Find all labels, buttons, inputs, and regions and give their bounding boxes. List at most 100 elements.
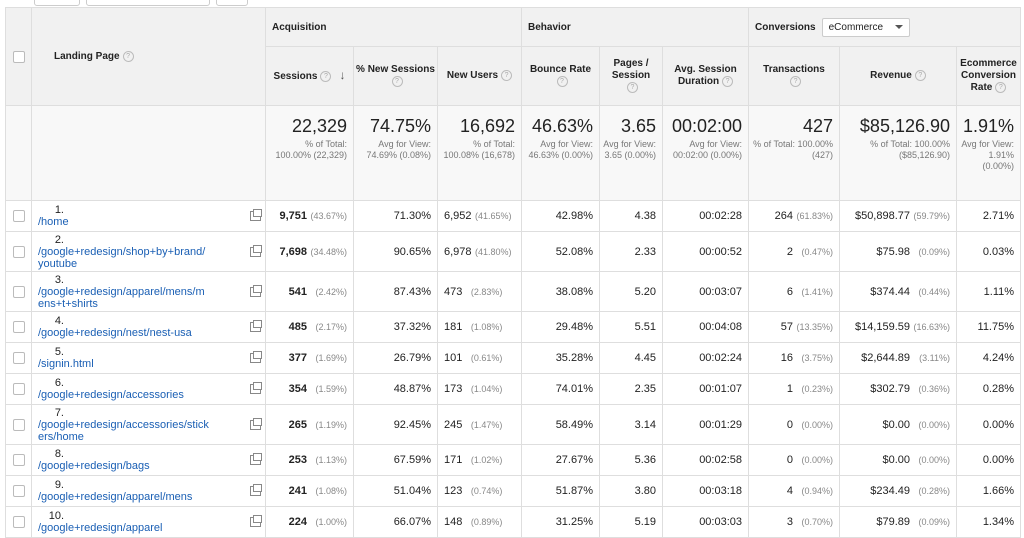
open-external-icon[interactable] <box>250 320 262 332</box>
duration-cell: 00:00:52 <box>661 231 750 272</box>
new-sessions-column-label: % New Sessions <box>356 63 435 75</box>
row-checkbox[interactable] <box>12 285 25 298</box>
bounce-rate-cell: 42.98% <box>521 200 600 232</box>
conversion-type-select[interactable]: eCommerce <box>821 17 911 37</box>
conversion-type-value: eCommerce <box>828 21 884 33</box>
row-checkbox-cell <box>5 342 32 374</box>
ecr-value: 1.66% <box>982 485 1015 497</box>
new-users-cell: 245 (1.47%) <box>437 404 522 445</box>
row-index: 4. <box>54 315 64 327</box>
help-icon[interactable]: ? <box>122 50 134 62</box>
open-external-icon[interactable] <box>250 244 262 257</box>
row-checkbox[interactable] <box>12 245 25 258</box>
duration-value: 00:02:58 <box>699 454 743 466</box>
revenue-value: $302.79 <box>870 383 911 395</box>
help-icon[interactable]: ? <box>501 69 513 81</box>
help-icon[interactable]: ? <box>391 75 403 87</box>
open-external-icon[interactable] <box>250 453 262 465</box>
open-external-icon[interactable] <box>250 515 262 527</box>
toolbar-control[interactable] <box>34 0 80 6</box>
revenue-column-label: Revenue <box>870 70 912 82</box>
new-users-column-header[interactable]: New Users? <box>437 46 522 106</box>
landing-page-link[interactable]: /google+redesign/apparel/mens <box>38 491 193 504</box>
landing-page-link[interactable]: /home <box>38 216 69 229</box>
totals-new-users: 16,692 % of Total: 100.08% (16,678) <box>437 105 522 201</box>
ecr-cell: 11.75% <box>956 311 1022 343</box>
transactions-percent: (0.47%) <box>801 246 834 257</box>
row-checkbox-cell <box>5 404 32 445</box>
new-sessions-column-header[interactable]: % New Sessions? <box>353 46 438 106</box>
landing-page-cell: 6./google+redesign/accessories <box>31 373 266 405</box>
landing-page-cell: 9./google+redesign/apparel/mens <box>31 475 266 507</box>
table-row: 7./google+redesign/accessories/stickers/… <box>5 404 1022 445</box>
revenue-value: $79.89 <box>876 516 911 528</box>
new-users-cell: 171 (1.02%) <box>437 444 522 476</box>
bounce-rate-value: 27.67% <box>555 454 593 466</box>
sessions-column-header[interactable]: Sessions? ↓ <box>265 46 354 106</box>
new-users-value: 245 <box>444 418 463 431</box>
bounce-rate-column-header[interactable]: Bounce Rate? <box>521 46 600 106</box>
pages-per-session-value: 2.33 <box>634 245 656 258</box>
help-icon[interactable]: ? <box>790 75 802 87</box>
open-external-icon[interactable] <box>250 382 262 394</box>
help-icon[interactable]: ? <box>722 75 734 87</box>
transactions-value: 16 <box>780 352 794 364</box>
toolbar-control[interactable] <box>216 0 248 6</box>
row-checkbox[interactable] <box>12 485 25 498</box>
revenue-value: $50,898.77 <box>854 210 911 222</box>
pages-per-session-column-header[interactable]: Pages / Session? <box>599 46 663 106</box>
avg-session-duration-column-header[interactable]: Avg. Session Duration? <box>661 46 750 106</box>
landing-page-link[interactable]: /google+redesign/apparel <box>38 522 163 535</box>
bounce-rate-cell: 51.87% <box>521 475 600 507</box>
totals-ecr-sub: Avg for View: 1.91% (0.00%) <box>961 139 1015 171</box>
row-checkbox[interactable] <box>12 352 25 365</box>
row-checkbox[interactable] <box>12 454 25 467</box>
help-icon[interactable]: ? <box>320 70 332 82</box>
transactions-cell: 264 (61.83%) <box>748 200 841 232</box>
row-checkbox-cell <box>5 506 32 538</box>
ecommerce-conversion-rate-column-header[interactable]: Ecommerce Conversion Rate? <box>956 46 1022 106</box>
landing-page-link[interactable]: /signin.html <box>38 358 94 371</box>
revenue-value: $75.98 <box>876 245 911 258</box>
landing-page-cell: 8./google+redesign/bags <box>31 444 266 476</box>
landing-page-link[interactable]: /google+redesign/apparel/mens/mens+t+shi… <box>38 285 205 310</box>
row-checkbox[interactable] <box>12 418 25 431</box>
landing-page-link[interactable]: /google+redesign/accessories <box>38 389 184 402</box>
ecr-value: 0.03% <box>982 245 1015 258</box>
open-external-icon[interactable] <box>250 484 262 496</box>
help-icon[interactable]: ? <box>556 75 568 87</box>
open-external-icon[interactable] <box>250 417 262 430</box>
ecr-value: 0.00% <box>982 418 1015 431</box>
bounce-rate-value: 74.01% <box>555 383 593 395</box>
toolbar-control[interactable] <box>86 0 210 6</box>
open-external-icon[interactable] <box>250 284 262 297</box>
landing-page-link[interactable]: /google+redesign/bags <box>38 460 150 473</box>
landing-page-link[interactable]: /google+redesign/shop+by+brand/youtube <box>38 245 206 270</box>
ecr-cell: 0.28% <box>956 373 1022 405</box>
sessions-percent: (43.67%) <box>310 211 347 221</box>
table-row: 10./google+redesign/apparel 224 (1.00%) 6… <box>5 506 1022 538</box>
transactions-cell: 2 (0.47%) <box>748 231 841 272</box>
row-checkbox-cell <box>5 444 32 476</box>
sort-descending-icon[interactable]: ↓ <box>339 68 346 82</box>
help-icon[interactable]: ? <box>914 69 926 81</box>
row-checkbox[interactable] <box>12 321 25 334</box>
landing-page-link[interactable]: /google+redesign/accessories/stickers/ho… <box>38 418 209 443</box>
help-icon[interactable]: ? <box>627 81 638 93</box>
revenue-column-header[interactable]: Revenue? <box>839 46 958 106</box>
help-icon[interactable]: ? <box>995 81 1007 93</box>
transactions-cell: 16 (3.75%) <box>748 342 841 374</box>
select-all-checkbox[interactable] <box>12 50 25 63</box>
row-checkbox[interactable] <box>12 383 25 396</box>
open-external-icon[interactable] <box>250 209 262 221</box>
landing-page-link[interactable]: /google+redesign/nest/nest-usa <box>38 327 192 340</box>
row-checkbox[interactable] <box>12 210 25 223</box>
landing-page-header[interactable]: Landing Page? <box>31 7 266 106</box>
row-checkbox-cell <box>5 271 32 312</box>
new-users-percent: (41.80%) <box>475 246 512 257</box>
row-checkbox[interactable] <box>12 516 25 529</box>
transactions-column-header[interactable]: Transactions? <box>748 46 841 106</box>
open-external-icon[interactable] <box>250 351 262 363</box>
pages-per-session-value: 5.20 <box>634 285 656 298</box>
totals-label-cell <box>31 105 266 201</box>
